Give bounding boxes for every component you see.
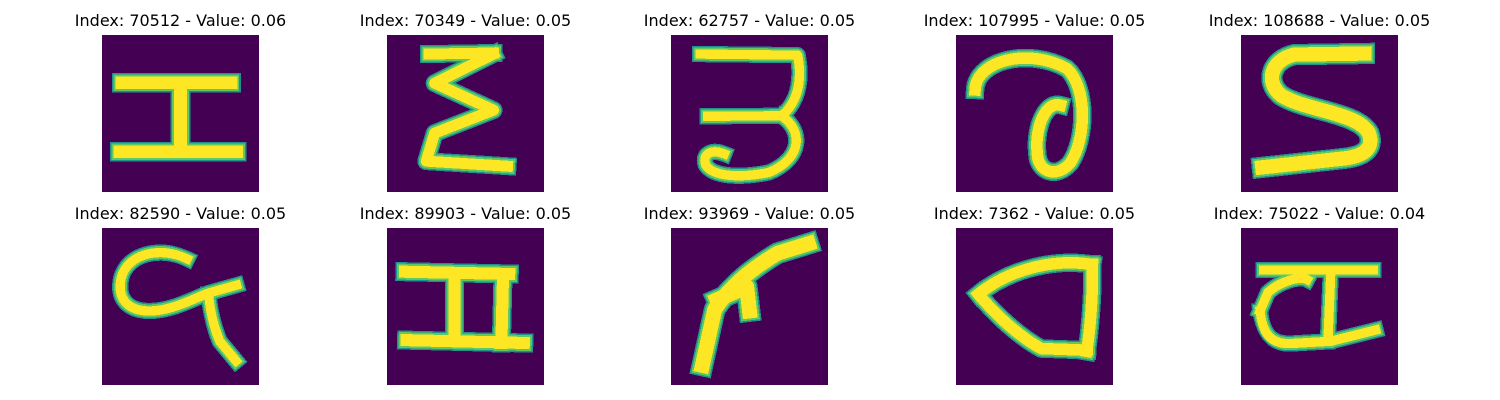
panel-title: Index: 7362 - Value: 0.05	[934, 204, 1135, 223]
glyph-stroke-core	[969, 52, 1089, 178]
image-panel: Index: 89903 - Value: 0.05	[360, 204, 571, 385]
image-panel: Index: 93969 - Value: 0.05	[644, 204, 855, 385]
handwritten-glyph	[112, 244, 248, 373]
panel-title: Index: 108688 - Value: 0.05	[1209, 11, 1431, 30]
image-panel: Index: 82590 - Value: 0.05	[75, 204, 286, 385]
image-panel: Index: 107995 - Value: 0.05	[924, 11, 1146, 192]
panel-title: Index: 107995 - Value: 0.05	[924, 11, 1146, 30]
panel-title: Index: 75022 - Value: 0.04	[1214, 204, 1425, 223]
handwritten-glyph	[1249, 261, 1386, 352]
glyph-stroke-core	[115, 247, 243, 368]
glyph-stroke-core	[420, 46, 514, 173]
handwritten-glyph	[110, 72, 247, 162]
handwritten-glyph	[965, 253, 1103, 363]
glyph-stroke-core	[398, 265, 530, 350]
image-panel: Index: 7362 - Value: 0.05	[934, 204, 1135, 385]
handwritten-glyph	[1250, 42, 1381, 180]
handwritten-glyph	[417, 42, 518, 176]
image-background	[387, 228, 544, 385]
image-panel: Index: 75022 - Value: 0.04	[1214, 204, 1425, 385]
glyph-stroke-core	[693, 234, 818, 375]
panel-title: Index: 70349 - Value: 0.05	[360, 11, 571, 30]
panel-title: Index: 93969 - Value: 0.05	[644, 204, 855, 223]
glyph-stroke-core	[1254, 46, 1378, 176]
image-panel: Index: 70512 - Value: 0.06	[75, 11, 286, 192]
glyph-stroke-core	[695, 49, 805, 181]
handwritten-glyph	[691, 45, 808, 184]
panel-title: Index: 70512 - Value: 0.06	[75, 11, 286, 30]
handwritten-glyph	[689, 230, 823, 379]
glyph-stroke-core	[970, 257, 1099, 358]
image-panel: Index: 62757 - Value: 0.05	[644, 11, 855, 192]
glyph-stroke-core	[1253, 265, 1382, 349]
panel-title: Index: 89903 - Value: 0.05	[360, 204, 571, 223]
handwritten-glyph	[965, 48, 1092, 182]
panel-title: Index: 82590 - Value: 0.05	[75, 204, 286, 223]
handwritten-glyph	[395, 262, 534, 353]
panel-title: Index: 62757 - Value: 0.05	[644, 11, 855, 30]
image-panel: Index: 70349 - Value: 0.05	[360, 11, 571, 192]
glyph-stroke-core	[113, 76, 243, 158]
image-panel: Index: 108688 - Value: 0.05	[1209, 11, 1431, 192]
